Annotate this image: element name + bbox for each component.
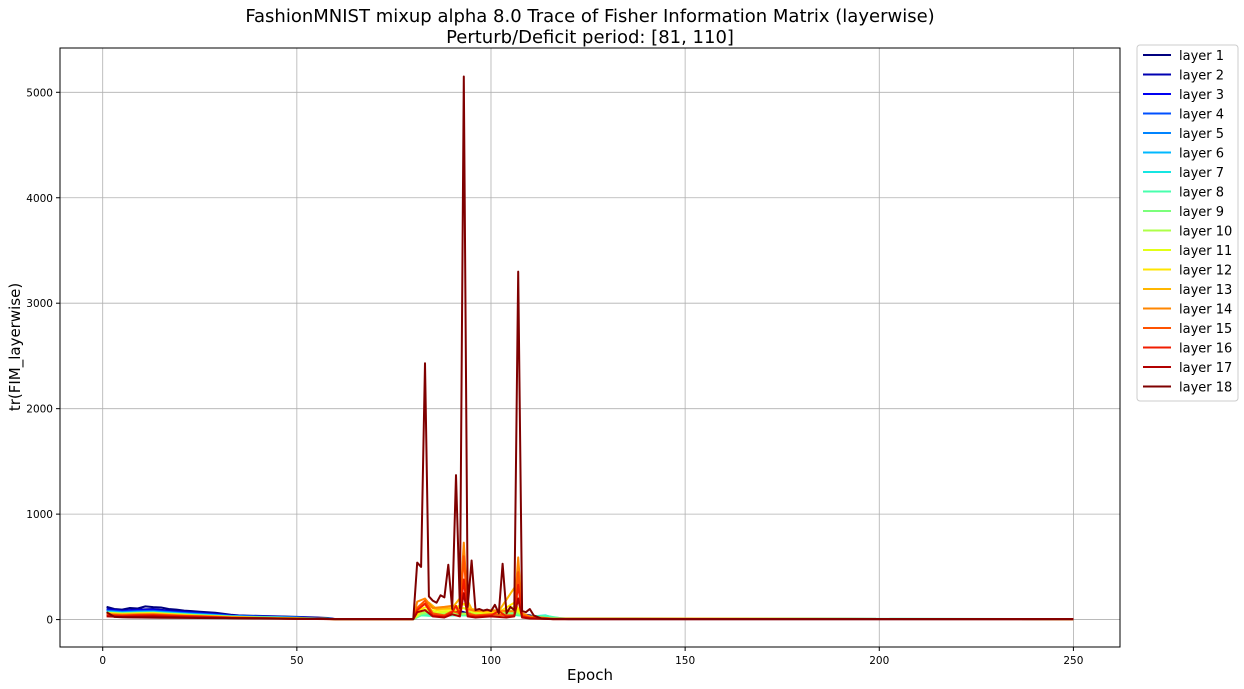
legend-label: layer 18 — [1179, 381, 1232, 396]
series-line-layer-18 — [106, 75, 1074, 621]
x-tick-label: 200 — [869, 655, 889, 667]
x-axis-label: Epoch — [567, 666, 613, 684]
series-lines — [106, 75, 1074, 621]
legend-label: layer 12 — [1179, 264, 1232, 279]
legend-label: layer 9 — [1179, 205, 1224, 220]
legend-label: layer 8 — [1179, 186, 1224, 201]
x-tick-label: 150 — [675, 655, 695, 667]
chart-subtitle: Perturb/Deficit period: [81, 110] — [446, 27, 734, 48]
y-tick-label: 3000 — [26, 298, 53, 310]
y-axis-label: tr(FIM_layerwise) — [6, 283, 25, 411]
legend-label: layer 10 — [1179, 225, 1232, 240]
legend-label: layer 13 — [1179, 283, 1232, 298]
legend-label: layer 6 — [1179, 147, 1224, 162]
x-tick-label: 250 — [1063, 655, 1083, 667]
legend-label: layer 2 — [1179, 69, 1224, 84]
y-tick-label: 4000 — [26, 193, 53, 205]
legend-label: layer 11 — [1179, 244, 1232, 259]
y-tick-label: 2000 — [26, 404, 53, 416]
grid — [60, 48, 1120, 647]
legend-label: layer 3 — [1179, 88, 1224, 103]
x-tick-label: 0 — [99, 655, 106, 667]
legend-label: layer 4 — [1179, 108, 1224, 123]
legend-label: layer 1 — [1179, 49, 1224, 64]
legend-label: layer 14 — [1179, 303, 1232, 318]
legend: layer 1 layer 2 layer 3 layer 4 layer 5 layer… — [1136, 44, 1239, 402]
y-tick-label: 0 — [46, 615, 53, 627]
y-tick-label: 1000 — [26, 509, 53, 521]
x-tick-label: 100 — [481, 655, 501, 667]
legend-label: layer 17 — [1179, 361, 1232, 376]
y-tick-label: 5000 — [26, 87, 53, 99]
legend-label: layer 7 — [1179, 166, 1224, 181]
legend-label: layer 15 — [1179, 322, 1232, 337]
chart-title: FashionMNIST mixup alpha 8.0 Trace of Fi… — [245, 6, 934, 27]
plot-frame — [59, 47, 1121, 648]
legend-label: layer 5 — [1179, 127, 1224, 142]
axis-ticks: 0 50 100 150 200 250 0 1000 2000 3000 4000 5000 — [26, 87, 1083, 667]
legend-label: layer 16 — [1179, 342, 1232, 357]
x-tick-label: 50 — [290, 655, 303, 667]
